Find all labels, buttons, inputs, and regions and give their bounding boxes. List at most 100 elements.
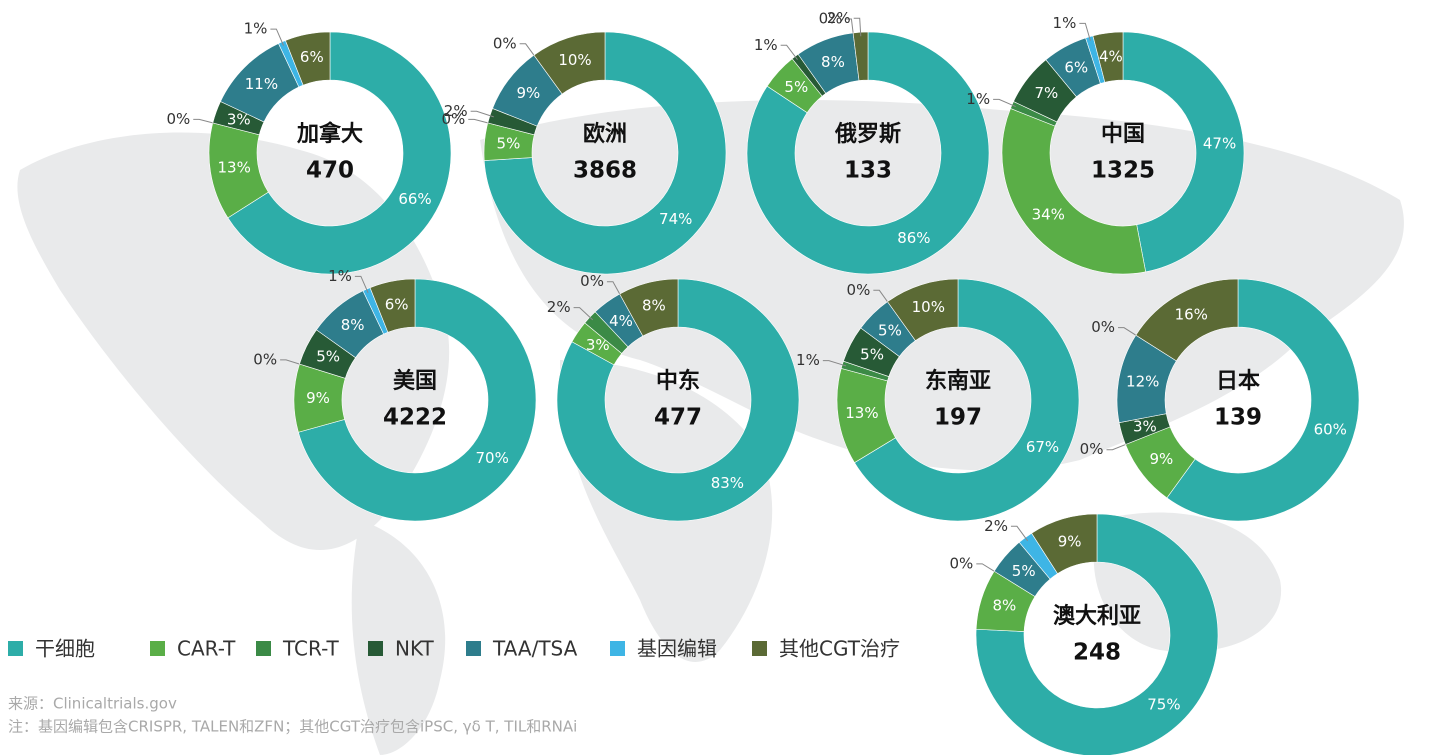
value-label: 5%: [1012, 562, 1036, 580]
value-label: 70%: [476, 449, 509, 467]
value-label: 5%: [878, 321, 902, 339]
region-total: 248: [1073, 640, 1121, 666]
donut-segment: [1031, 513, 1098, 575]
donut-segment: [975, 513, 1219, 755]
value-label: 2%: [984, 517, 1008, 535]
donut-segment: [227, 31, 452, 275]
value-label: 6%: [300, 48, 324, 66]
value-label: 9%: [516, 84, 540, 102]
donut-segment: [483, 31, 727, 275]
region-total: 1325: [1091, 158, 1155, 184]
value-label: 8%: [341, 316, 365, 334]
legend-label: 其他CGT治疗: [779, 637, 900, 661]
region-name: 加拿大: [296, 121, 363, 147]
value-label: 0%: [493, 34, 517, 52]
value-label: 16%: [1175, 305, 1208, 323]
footnote: 注：基因编辑包含CRISPR, TALEN和ZFN；其他CGT治疗包含iPSC,…: [8, 718, 577, 736]
value-label: 2%: [547, 298, 571, 316]
value-label: 13%: [218, 159, 251, 177]
value-label: 6%: [1064, 58, 1088, 76]
region-name: 日本: [1216, 369, 1260, 394]
value-label: 4%: [1099, 47, 1123, 65]
value-label: 0%: [253, 350, 277, 368]
leader-line: [1106, 442, 1130, 451]
region-name: 中国: [1101, 122, 1145, 147]
legend-label: NKT: [395, 637, 435, 661]
value-label: 9%: [1149, 450, 1173, 468]
region-total: 470: [306, 158, 354, 184]
value-label: 74%: [659, 210, 692, 228]
region-total: 3868: [573, 158, 637, 184]
region-name: 澳大利亚: [1053, 603, 1141, 629]
leader-line: [193, 118, 217, 125]
value-label: 67%: [1026, 438, 1059, 456]
legend-label: 干细胞: [35, 637, 95, 661]
legend-swatch: [752, 641, 767, 656]
legend-label: TCR-T: [282, 637, 339, 661]
leader-line: [573, 307, 594, 321]
value-label: 8%: [992, 597, 1016, 615]
value-label: 8%: [642, 297, 666, 315]
leader-line: [873, 289, 891, 306]
value-label: 34%: [1032, 205, 1065, 223]
region-name: 俄罗斯: [834, 121, 901, 147]
donut-segment: [1166, 278, 1360, 522]
leader-line: [1079, 22, 1091, 41]
value-label: 3%: [1133, 418, 1157, 436]
donut-segment: [556, 278, 800, 522]
value-label: 1%: [328, 267, 352, 285]
value-label: 4%: [609, 312, 633, 330]
donut-segment: [1092, 31, 1124, 83]
leader-line: [606, 281, 623, 298]
value-label: 0%: [166, 110, 190, 128]
donut-segment: [298, 278, 537, 522]
leader-line: [519, 43, 537, 59]
donut-segment: [1135, 278, 1239, 362]
footnote: 来源：Clinicaltrials.gov: [8, 695, 177, 713]
donut-segment: [854, 278, 1080, 522]
value-label: 0%: [1091, 318, 1115, 336]
value-label: 1%: [966, 90, 990, 108]
value-label: 2%: [444, 102, 468, 120]
value-label: 1%: [796, 351, 820, 369]
value-label: 6%: [385, 295, 409, 313]
donut-segment: [369, 278, 416, 333]
value-label: 2%: [827, 9, 851, 27]
legend-label: TAA/TSA: [492, 637, 578, 661]
value-label: 13%: [845, 404, 878, 422]
value-label: 5%: [784, 78, 808, 96]
value-label: 83%: [711, 474, 744, 492]
region-total: 197: [934, 405, 982, 431]
region-total: 477: [654, 405, 702, 431]
leader-line: [845, 18, 855, 37]
legend-swatch: [150, 641, 165, 656]
leader-line: [853, 17, 862, 37]
value-label: 0%: [819, 10, 843, 28]
value-label: 1%: [1053, 14, 1077, 32]
region-name: 欧洲: [583, 121, 627, 147]
donut-segment: [1001, 108, 1147, 275]
value-label: 5%: [316, 347, 340, 365]
leader-line: [1118, 327, 1140, 338]
donut-segment: [619, 278, 679, 337]
value-label: 66%: [398, 190, 431, 208]
region-name: 美国: [393, 368, 437, 394]
leader-line: [468, 118, 492, 125]
value-label: 0%: [580, 272, 604, 290]
region-total: 4222: [383, 405, 447, 431]
value-label: 0%: [441, 110, 465, 128]
region-total: 139: [1214, 405, 1262, 431]
legend-label: CAR-T: [177, 637, 236, 661]
value-label: 10%: [558, 51, 591, 69]
value-label: 86%: [897, 229, 930, 247]
value-label: 1%: [754, 36, 778, 54]
value-label: 12%: [1126, 372, 1159, 390]
value-label: 0%: [949, 554, 973, 572]
donut-segment: [746, 31, 990, 275]
donut-segment: [887, 278, 959, 342]
donut-segment: [285, 31, 331, 86]
region-name: 中东: [656, 368, 700, 394]
region-name: 东南亚: [925, 368, 991, 394]
legend-swatch: [466, 641, 481, 656]
